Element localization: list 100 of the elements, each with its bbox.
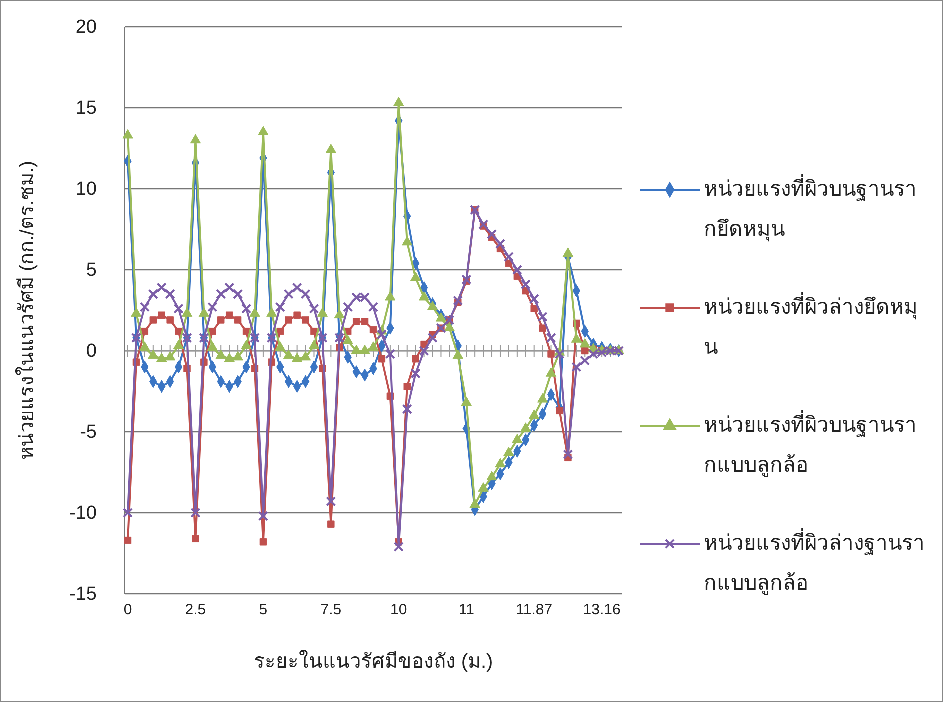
point — [376, 330, 388, 340]
point — [122, 508, 134, 518]
point — [260, 538, 268, 546]
x-tick-label: 0 — [124, 602, 132, 619]
x-tick-label: 11 — [458, 602, 474, 619]
point — [512, 264, 522, 276]
legend-label: หน่วยแรงที่ผิวบนฐานรากแบบลูกล้อ — [704, 410, 917, 478]
point — [461, 396, 472, 406]
point — [520, 422, 532, 432]
point — [258, 511, 269, 522]
point — [284, 289, 294, 300]
point — [404, 383, 411, 390]
point — [478, 220, 489, 230]
point — [410, 368, 421, 379]
point — [427, 301, 438, 310]
point — [317, 308, 328, 317]
point — [412, 355, 420, 363]
x-tick-label: 7.5 — [320, 602, 342, 619]
point — [292, 352, 303, 362]
point — [562, 248, 574, 257]
point — [156, 352, 168, 362]
point — [504, 446, 514, 456]
point — [232, 351, 244, 361]
point — [284, 350, 294, 360]
point — [538, 312, 548, 322]
point — [224, 282, 235, 293]
point — [495, 458, 506, 468]
point — [124, 536, 132, 544]
point — [537, 393, 548, 403]
point — [275, 302, 286, 312]
point — [580, 356, 590, 366]
point — [208, 302, 218, 312]
point — [266, 308, 278, 317]
point — [207, 342, 218, 351]
y-tick-label: 15 — [76, 98, 97, 120]
point — [554, 349, 565, 360]
point — [361, 318, 369, 326]
point — [571, 334, 582, 343]
point — [504, 252, 514, 262]
legend-label: หน่วยแรงที่ผิวบนฐานรากยึดหมุน — [704, 174, 917, 242]
point — [140, 342, 150, 351]
point — [351, 344, 362, 354]
y-tick-label: -15 — [70, 584, 97, 606]
point — [402, 236, 413, 246]
x-tick-label: 10 — [390, 602, 408, 619]
point — [232, 289, 244, 300]
point — [486, 229, 498, 240]
point — [546, 332, 556, 344]
point — [334, 332, 345, 344]
point — [546, 368, 557, 377]
point — [190, 508, 201, 518]
y-axis-title: หน่วยแรงในแนวรัศมี (กก./ตร.ซม.) — [15, 160, 38, 460]
point — [529, 294, 540, 304]
point — [122, 129, 134, 139]
point — [520, 280, 531, 290]
point — [419, 346, 430, 356]
y-tick-label: -10 — [70, 503, 97, 524]
point — [292, 282, 302, 293]
point — [226, 312, 234, 319]
y-tick-label: 10 — [76, 179, 97, 200]
point — [166, 316, 174, 324]
point — [370, 326, 378, 334]
point — [148, 350, 159, 360]
point — [148, 289, 158, 300]
y-tick-label: 20 — [76, 17, 97, 38]
point — [402, 404, 412, 414]
point — [182, 308, 193, 317]
point — [334, 309, 345, 319]
point — [368, 302, 379, 312]
point — [131, 308, 142, 317]
legend-label: หน่วยแรงที่ผิวล่างฐานรากแบบลูกล้อ — [704, 528, 925, 596]
point — [275, 342, 286, 351]
point — [326, 144, 337, 154]
point — [462, 274, 472, 285]
point — [512, 434, 523, 444]
point — [150, 316, 157, 324]
point — [328, 520, 335, 528]
point — [241, 340, 252, 350]
point — [294, 312, 301, 319]
point — [452, 350, 464, 360]
point — [209, 328, 216, 336]
x-tick-label: 11.87 — [516, 602, 553, 619]
point — [192, 535, 200, 543]
x-tick-label: 2.5 — [185, 602, 206, 619]
point — [276, 328, 284, 336]
point — [368, 342, 379, 351]
point — [530, 305, 538, 312]
point — [165, 289, 176, 300]
point — [556, 407, 564, 415]
point — [582, 347, 589, 355]
point — [385, 349, 396, 360]
x-axis-title: ระยะในแนวรัศมีของถัง (ม.) — [254, 650, 494, 673]
point — [394, 542, 404, 552]
point — [486, 471, 498, 481]
point — [410, 272, 422, 282]
point — [478, 482, 489, 492]
y-tick-label: 0 — [86, 341, 97, 362]
legend-label: หน่วยแรงที่ผิวล่างยึดหมุน — [704, 292, 918, 359]
point — [302, 316, 310, 324]
point — [378, 355, 386, 363]
